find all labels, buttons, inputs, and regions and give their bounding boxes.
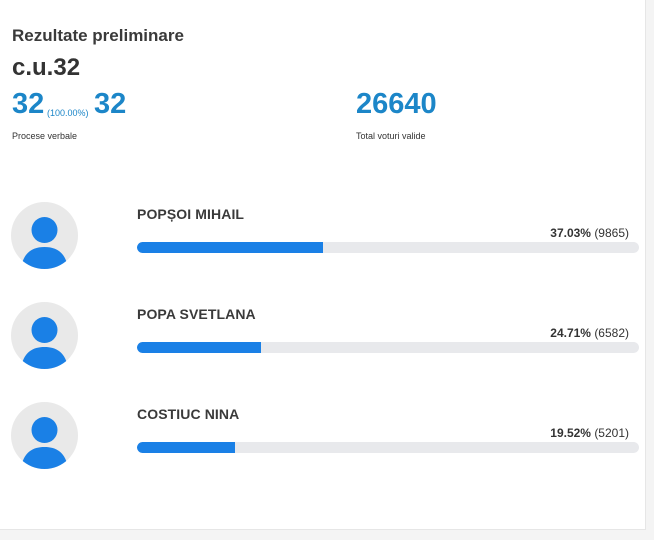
candidate-progress-fill bbox=[137, 442, 235, 453]
candidate-votes: (6582) bbox=[594, 326, 629, 340]
candidate-votes: (9865) bbox=[594, 226, 629, 240]
candidate-name: POPȘOI MIHAIL bbox=[137, 206, 245, 222]
candidate-percent: 24.71% bbox=[550, 326, 591, 340]
candidate-name: POPA SVETLANA bbox=[137, 306, 256, 322]
candidate-percent: 19.52% bbox=[550, 426, 591, 440]
candidate-result: 37.03% (9865) bbox=[550, 226, 629, 240]
processed-label: Procese verbale bbox=[12, 131, 78, 141]
candidate-result: 19.52% (5201) bbox=[550, 426, 629, 440]
user-avatar-icon bbox=[11, 402, 78, 469]
results-card: Rezultate preliminare c.u.32 32 (100.00%… bbox=[0, 0, 646, 530]
candidate-progress-bar bbox=[137, 342, 639, 353]
valid-votes-label: Total voturi valide bbox=[356, 131, 426, 141]
user-avatar-icon bbox=[11, 202, 78, 269]
valid-votes-count: 26640 bbox=[356, 88, 437, 120]
candidate-progress-fill bbox=[137, 242, 323, 253]
candidate-progress-fill bbox=[137, 342, 262, 353]
candidate-result: 24.71% (6582) bbox=[550, 326, 629, 340]
page-title: Rezultate preliminare bbox=[12, 26, 184, 45]
polling-unit-title: c.u.32 bbox=[12, 54, 81, 81]
processed-percent: (100.00%) bbox=[47, 108, 89, 118]
total-count: 32 bbox=[94, 88, 127, 120]
candidate-progress-bar bbox=[137, 442, 639, 453]
candidate-progress-bar bbox=[137, 242, 639, 253]
candidate-votes: (5201) bbox=[594, 426, 629, 440]
processed-count: 32 bbox=[12, 88, 45, 120]
candidate-percent: 37.03% bbox=[550, 226, 591, 240]
candidate-name: COSTIUC NINA bbox=[137, 406, 240, 422]
user-avatar-icon bbox=[11, 302, 78, 369]
